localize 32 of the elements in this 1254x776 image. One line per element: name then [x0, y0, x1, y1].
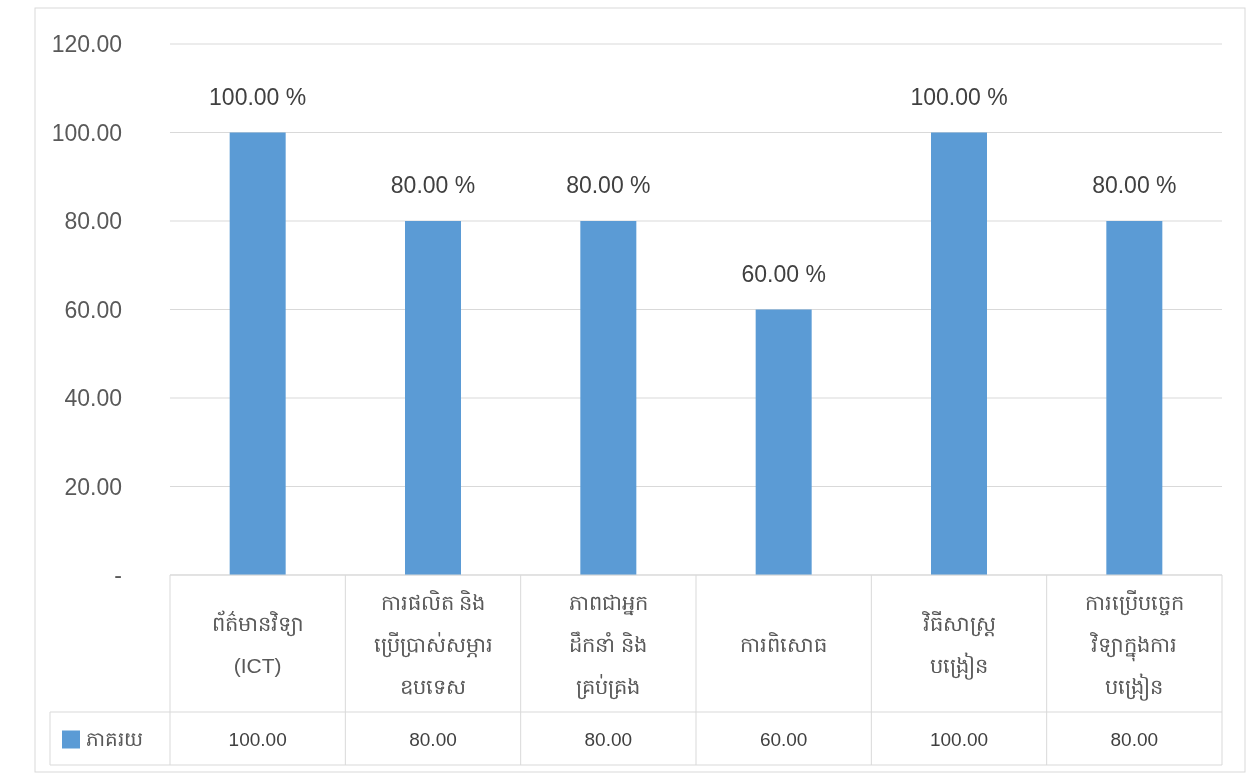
y-tick-label: 100.00 [51, 119, 122, 146]
y-tick-label: 120.00 [51, 31, 122, 57]
y-tick-label: 80.00 [64, 208, 122, 234]
annotation: 80.00 % [1092, 172, 1177, 198]
bar [405, 221, 461, 575]
bar [229, 132, 286, 575]
data-label: 100.00 [228, 728, 287, 750]
x-tick-label: ព័ត៌មានវិទ្យា (ICT) [211, 609, 304, 677]
annotation: 100.00 % [209, 83, 307, 110]
annotation: 80.00 % [566, 172, 651, 198]
annotation: 80.00 % [390, 172, 476, 198]
x-tick-label: វិធីសាស្ត្រ បង្រៀន [920, 610, 996, 680]
data-label: 100.00 [929, 728, 989, 750]
data-label: 80.00 [1110, 728, 1159, 750]
y-tick-label: 40.00 [64, 385, 122, 411]
data-label: 60.00 [759, 728, 808, 750]
y-tick-label: 60.00 [64, 296, 122, 323]
y-tick-label: 20.00 [64, 473, 122, 500]
bar [580, 221, 637, 575]
annotation: 100.00 % [910, 83, 1008, 110]
bar [1106, 221, 1163, 575]
annotation: 60.00 % [741, 260, 826, 287]
y-tick-label: - [114, 562, 122, 588]
x-tick-label: ការប្រើបច្ចេក វិទ្យាក្នុងការ បង្រៀន [1084, 589, 1184, 701]
x-tick-label: ការពិសោធ [740, 631, 828, 656]
x-tick-label: ភាពជាអ្នក ដឹកនាំ និង គ្រប់គ្រង [568, 590, 648, 700]
data-label: 80.00 [584, 728, 633, 750]
data-label: 80.00 [409, 728, 457, 750]
bar [755, 309, 812, 575]
bar [931, 132, 987, 575]
legend-label: ភាគរយ [86, 727, 143, 750]
x-tick-label: ការផលិត និង ប្រើប្រាស់សម្ភារ ឧបទេស [373, 589, 493, 698]
